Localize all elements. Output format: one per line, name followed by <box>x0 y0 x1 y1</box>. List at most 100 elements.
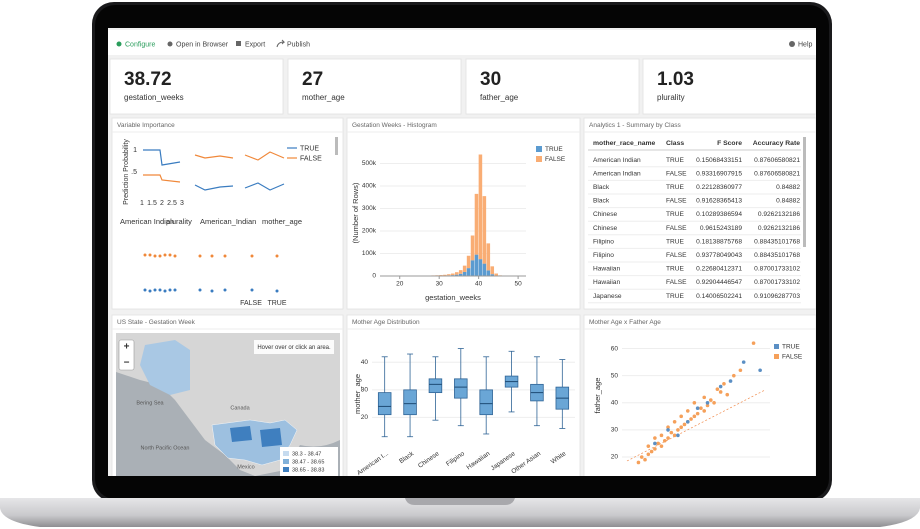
box <box>428 378 443 394</box>
legend-swatch <box>283 451 289 456</box>
scatter-point <box>679 425 683 429</box>
table-cell: 0.84882 <box>776 198 800 205</box>
scatter-point <box>741 360 746 364</box>
laptop-base <box>0 498 920 527</box>
toolbar-button[interactable]: Publish <box>287 41 310 48</box>
table-cell: TRUE <box>666 293 685 300</box>
histogram-bar <box>439 275 443 276</box>
legend-swatch <box>283 459 289 464</box>
x-tick-label: 20 <box>396 281 404 288</box>
scatter-point <box>636 460 641 465</box>
toolbar-button[interactable]: Export <box>245 41 265 48</box>
scatter-point <box>682 422 687 427</box>
icon <box>789 41 795 47</box>
histogram-bar <box>466 255 471 269</box>
table-cell: 0.22128360977 <box>696 184 742 191</box>
legend-label: 38.65 - 38.83 <box>292 467 324 473</box>
column-header: Accuracy Rate <box>753 140 800 147</box>
kpi-card <box>642 58 816 115</box>
scatter-point <box>656 441 660 446</box>
histogram-bar <box>474 254 479 276</box>
scatter-point <box>722 382 726 386</box>
facet-label: plurality <box>166 217 192 226</box>
scatter-point <box>758 368 762 373</box>
scatter-point <box>685 419 690 424</box>
scatter-point <box>692 400 697 405</box>
map-hint: Hover over or click an area. <box>257 345 331 351</box>
table-cell: 0.93316907915 <box>696 170 742 177</box>
histogram-bar <box>470 260 475 276</box>
y-tick-label: 30 <box>361 387 369 394</box>
table-cell: 0.10289386594 <box>696 211 742 218</box>
zoom-in[interactable]: + <box>124 342 130 353</box>
table-cell: FALSE <box>666 279 687 286</box>
icon <box>276 39 286 48</box>
kpi-value: 30 <box>480 69 501 90</box>
kpi-value: 38.72 <box>124 69 172 90</box>
panel-title: Variable Importance <box>117 122 175 129</box>
panel-title: US State - Gestation Week <box>117 319 196 326</box>
box <box>479 389 493 416</box>
table-cell: American Indian <box>593 157 641 164</box>
box <box>454 378 468 399</box>
scatter-point <box>666 428 670 432</box>
scatter-point <box>751 341 756 345</box>
scatter-point <box>699 406 703 411</box>
scatter-point <box>702 395 707 400</box>
column-header: F Score <box>717 140 742 147</box>
histogram-bar <box>454 274 459 276</box>
place-label: Bering Sea <box>136 400 164 406</box>
scatter-point <box>669 430 674 435</box>
scatter-point <box>672 419 677 424</box>
histogram-bar <box>490 274 495 276</box>
table-cell: Black <box>593 184 610 191</box>
legend-label: FALSE <box>300 155 322 162</box>
legend-label: TRUE <box>782 344 800 351</box>
help-button[interactable]: Help <box>798 41 813 48</box>
scatter-point <box>689 417 693 421</box>
kpi-label: mother_age <box>302 93 345 102</box>
tick-label: FALSE <box>240 300 262 307</box>
table-cell: 0.93778049043 <box>696 252 742 259</box>
facet-label: American_Indian <box>200 217 256 226</box>
trend-line <box>626 389 766 462</box>
table-cell: FALSE <box>666 198 687 205</box>
scatter-point <box>705 403 710 408</box>
histogram-bar <box>458 270 463 274</box>
histogram-bar <box>482 196 487 264</box>
toolbar-button[interactable]: Open in Browser <box>176 41 229 48</box>
alaska <box>140 340 190 395</box>
y-tick-label: 100k <box>362 250 377 257</box>
legend-label: 38.47 - 38.65 <box>292 459 324 465</box>
scatter-point <box>705 400 710 405</box>
scatter-point <box>666 436 670 440</box>
table-cell: 0.9262132186 <box>758 225 801 232</box>
scatter-point <box>662 438 667 443</box>
y-tick-label: 30 <box>611 427 619 434</box>
table-cell: 0.84882 <box>776 184 800 191</box>
histogram-bar <box>486 243 491 271</box>
curve <box>143 174 181 183</box>
histogram-bar <box>494 273 498 276</box>
scrollbar[interactable] <box>803 137 806 247</box>
toolbar <box>108 30 816 55</box>
axis-label: Prediction Probability <box>123 139 130 205</box>
scrollbar[interactable] <box>335 137 338 155</box>
y-tick-label: 200k <box>362 228 377 235</box>
scatter-point <box>692 414 697 419</box>
table-cell: 0.92904446547 <box>696 279 742 286</box>
table-cell: TRUE <box>666 184 685 191</box>
toolbar-button[interactable]: Configure <box>125 41 155 48</box>
table-cell: Chinese <box>593 211 618 218</box>
table-cell: 0.15068433151 <box>696 157 742 164</box>
y-tick-label: 500k <box>362 160 377 167</box>
table-cell: 0.9615243189 <box>700 225 743 232</box>
y-tick-label: 0 <box>372 273 376 280</box>
tick-label: 3 <box>180 200 184 207</box>
zoom-out[interactable]: − <box>124 358 130 369</box>
x-tick-label: 40 <box>475 281 483 288</box>
scatter-point <box>695 411 700 416</box>
scatter-point <box>643 457 647 462</box>
